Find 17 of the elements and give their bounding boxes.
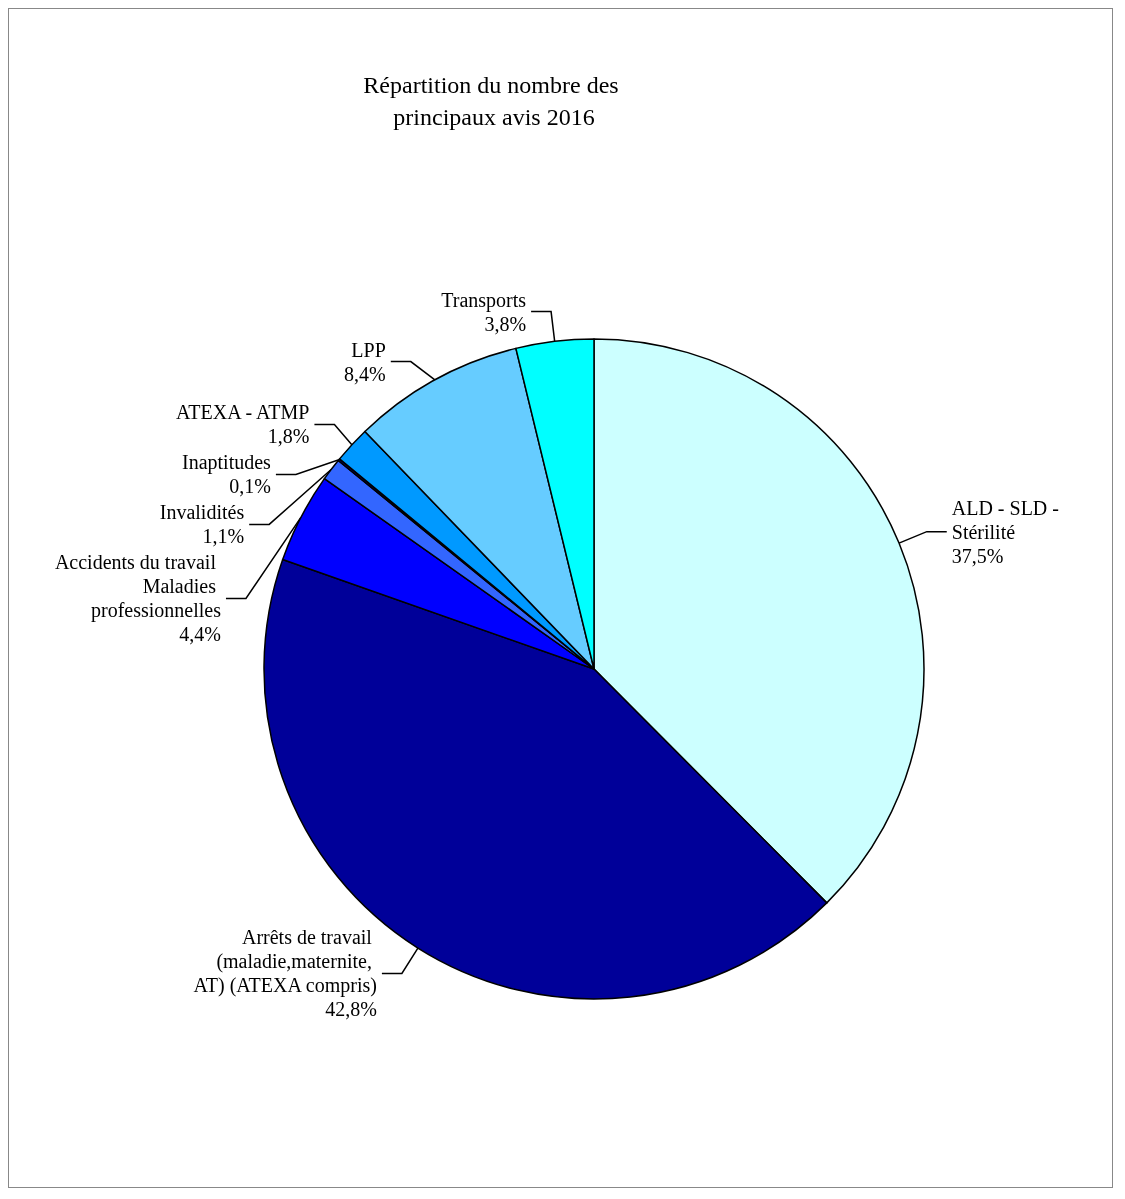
slice-label: Arrêts de travail (maladie,maternite, AT) (ATEXA compris): [193, 926, 377, 998]
slice-label: ATEXA - ATMP: [176, 401, 310, 424]
data-label: 37,5%: [951, 544, 1004, 567]
slice-label: Transports: [441, 288, 527, 312]
slice-label: Accidents du travail Maladies professionnelles: [54, 551, 222, 623]
data-label: 4,4%: [179, 623, 221, 646]
data-label: 42,8%: [325, 998, 377, 1021]
slice-label: LPP: [351, 338, 386, 361]
slice-label: Invalidités: [159, 501, 245, 524]
data-label: 0,1%: [229, 475, 271, 498]
data-label: 3,8%: [484, 312, 527, 335]
data-label: 1,1%: [202, 525, 245, 548]
data-label: 1,8%: [267, 425, 310, 448]
data-label: 8,4%: [344, 362, 386, 385]
chart-title: Répartition du nombre des principaux avis 2016: [363, 72, 625, 130]
slice-label: Inaptitudes: [182, 451, 272, 475]
slice-label: ALD - SLD - Stérilité: [951, 496, 1064, 543]
